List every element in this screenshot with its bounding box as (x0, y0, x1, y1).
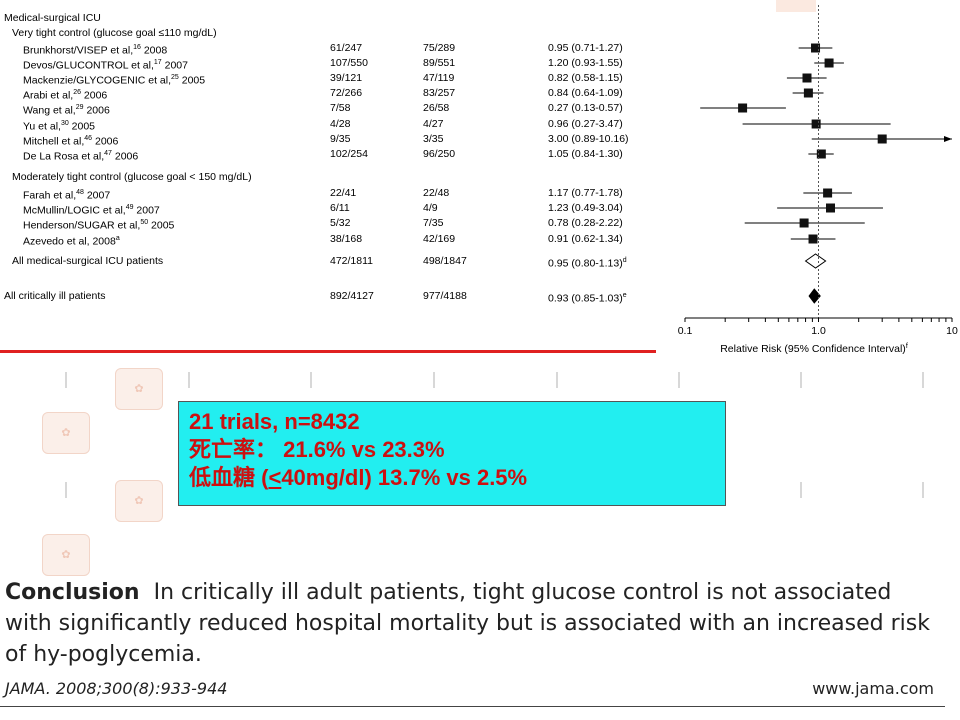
point-estimate (799, 218, 809, 228)
control-count: 3/35 (423, 133, 444, 145)
x-tick-label: 10 (946, 325, 958, 337)
pooled-name: All medical-surgical ICU patients (12, 255, 164, 267)
relative-risk-text: 0.82 (0.58-1.15) (548, 72, 623, 84)
study-name: Devos/GLUCONTROL et al,17 2007 (23, 59, 188, 72)
treatment-count: 39/121 (330, 72, 363, 84)
callout-mortality: 死亡率： 21.6% vs 23.3% (189, 437, 445, 462)
control-count: 22/48 (423, 187, 450, 199)
point-estimate (808, 234, 818, 244)
bottom-rule (0, 706, 945, 707)
treatment-count: 7/58 (330, 102, 351, 114)
seal-watermark: ✿ (42, 412, 90, 454)
control-count: 89/551 (423, 57, 456, 69)
control-count: 498/1847 (423, 255, 467, 267)
relative-risk-text: 1.05 (0.84-1.30) (548, 148, 623, 160)
ci-arrow (944, 136, 952, 142)
treatment-count: 6/11 (330, 202, 350, 214)
seal-watermark: ✿ (115, 368, 163, 410)
study-name: Mitchell et al,46 2006 (23, 135, 119, 148)
study-name: De La Rosa et al,47 2006 (23, 150, 139, 163)
relative-risk-text: 1.23 (0.49-3.04) (548, 202, 623, 214)
red-divider (0, 350, 656, 353)
study-name: Yu et al,30 2005 (23, 120, 96, 133)
control-count: 7/35 (423, 217, 444, 229)
citation: JAMA. 2008;300(8):933-944 (5, 679, 228, 698)
treatment-count: 4/28 (330, 118, 351, 130)
control-count: 75/289 (423, 42, 456, 54)
callout-trials: 21 trials, n=8432 (189, 409, 360, 434)
section-header: Medical-surgical ICU (4, 12, 101, 24)
treatment-count: 61/247 (330, 42, 363, 54)
control-count: 47/119 (423, 72, 455, 84)
treatment-count: 107/550 (330, 57, 368, 69)
treatment-count: 72/266 (330, 87, 363, 99)
callout-hypoglycemia: 低血糖 (<40mg/dl) 13.7% vs 2.5% (189, 465, 528, 490)
relative-risk-text: 0.91 (0.62-1.34) (548, 233, 623, 245)
point-estimate (826, 203, 836, 213)
treatment-count: 22/41 (330, 187, 357, 199)
relative-risk-text: 0.96 (0.27-3.47) (548, 118, 623, 130)
point-estimate (738, 103, 748, 113)
treatment-count: 38/168 (330, 233, 363, 245)
control-count: 977/4188 (423, 290, 467, 302)
relative-risk-text: 0.93 (0.85-1.03)e (548, 292, 627, 305)
study-name: Henderson/SUGAR et al,50 2005 (23, 219, 175, 232)
x-axis-label: Relative Risk (95% Confidence Interval)f (720, 343, 908, 355)
relative-risk-text: 0.27 (0.13-0.57) (548, 102, 623, 114)
point-estimate (816, 149, 826, 159)
seal-watermark: ✿ (42, 534, 90, 576)
study-name: Brunkhorst/VISEP et al,16 2008 (23, 44, 168, 57)
decorative-ticks (0, 362, 960, 562)
conclusion-text: In critically ill adult patients, tight … (5, 580, 930, 667)
subsection-header: Moderately tight control (glucose goal <… (12, 171, 252, 183)
control-count: 4/9 (423, 202, 438, 214)
relative-risk-text: 1.17 (0.77-1.78) (548, 187, 623, 199)
point-estimate (824, 58, 834, 68)
treatment-count: 9/35 (330, 133, 351, 145)
control-count: 26/58 (423, 102, 450, 114)
pooled-diamond (804, 253, 827, 269)
relative-risk-text: 0.95 (0.80-1.13)d (548, 257, 627, 270)
control-count: 42/169 (423, 233, 456, 245)
study-name: Azevedo et al, 2008a (23, 235, 120, 248)
point-estimate (802, 73, 812, 83)
relative-risk-text: 3.00 (0.89-10.16) (548, 133, 629, 145)
summary-callout: 21 trials, n=8432 死亡率： 21.6% vs 23.3% 低血… (178, 401, 726, 506)
study-name: Mackenzie/GLYCOGENIC et al,25 2005 (23, 74, 206, 87)
treatment-count: 472/1811 (330, 255, 374, 267)
control-count: 4/27 (423, 118, 444, 130)
x-tick-label: 0.1 (678, 325, 693, 337)
relative-risk-text: 0.95 (0.71-1.27) (548, 42, 623, 54)
point-estimate (877, 134, 887, 144)
subsection-header: Very tight control (glucose goal ≤110 mg… (12, 27, 217, 39)
website: www.jama.com (812, 679, 934, 698)
treatment-count: 5/32 (330, 217, 351, 229)
point-estimate (823, 188, 833, 198)
pooled-name: All critically ill patients (4, 290, 106, 302)
treatment-count: 102/254 (330, 148, 368, 160)
study-name: Farah et al,48 2007 (23, 189, 111, 202)
study-name: Arabi et al,26 2006 (23, 89, 108, 102)
relative-risk-text: 1.20 (0.93-1.55) (548, 57, 623, 69)
study-name: McMullin/LOGIC et al,49 2007 (23, 204, 160, 217)
x-tick-label: 1.0 (811, 325, 826, 337)
top-watermark (776, 0, 816, 12)
forest-plot: 0.1 1.0 10 Relative Risk (95% Confidence In… (678, 5, 958, 355)
point-estimate (811, 119, 821, 129)
point-estimate (803, 88, 813, 98)
conclusion: Conclusion In critically ill adult patie… (5, 577, 945, 670)
relative-risk-text: 0.84 (0.64-1.09) (548, 87, 623, 99)
point-estimate (811, 43, 821, 53)
study-name: Wang et al,29 2006 (23, 104, 110, 117)
relative-risk-text: 0.78 (0.28-2.22) (548, 217, 623, 229)
treatment-count: 892/4127 (330, 290, 374, 302)
conclusion-label: Conclusion (5, 580, 140, 605)
control-count: 83/257 (423, 87, 456, 99)
pooled-diamond (808, 288, 821, 304)
seal-watermark: ✿ (115, 480, 163, 522)
control-count: 96/250 (423, 148, 456, 160)
